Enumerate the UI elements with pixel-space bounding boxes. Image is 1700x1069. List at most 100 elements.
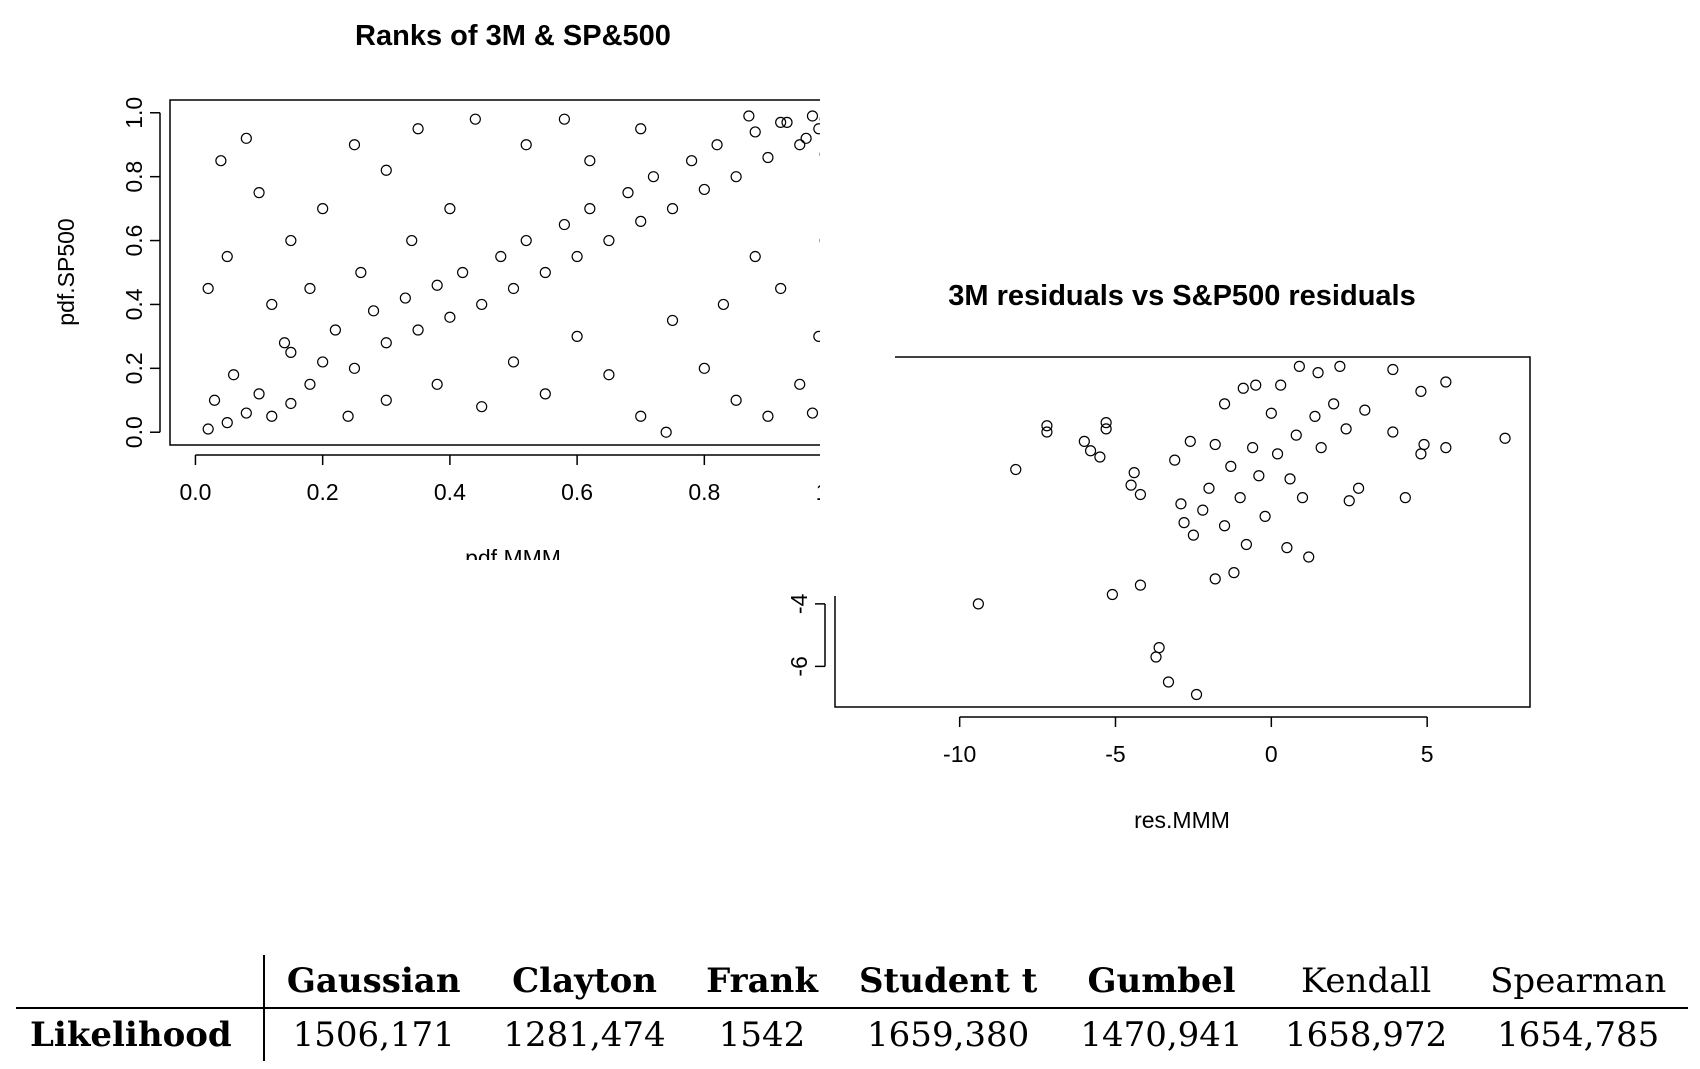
data-point [539,266,551,279]
data-point [603,234,615,247]
data-point [304,378,316,390]
data-point [476,298,488,311]
data-point [1334,360,1346,372]
data-point [520,139,532,151]
data-point [762,410,774,422]
data-point [476,401,488,413]
points-layer [972,360,1511,701]
cell-kendall: 1658,972 [1284,1015,1448,1055]
data-point [1415,385,1427,397]
chart-title: Ranks of 3M & SP&500 [355,20,671,52]
data-point [431,279,443,291]
plot-frame [169,99,820,446]
data-point [584,155,596,167]
data-point [1153,642,1165,654]
data-point [1225,460,1237,472]
data-point [278,337,291,349]
data-point [558,218,570,231]
data-point [1203,482,1215,494]
y-tick-label: -4 [786,593,812,614]
data-point [1240,538,1252,551]
data-point [240,407,252,419]
x-tick-label: 0.6 [561,479,593,505]
data-point [1150,651,1162,663]
data-point [1418,438,1430,451]
data-point [635,123,647,135]
data-point [1084,445,1097,457]
x-tick-label: 0.0 [179,479,211,505]
data-point [1328,398,1340,410]
data-point [800,132,812,144]
data-point [1175,498,1187,510]
residuals-scatter-chart: 3M residuals vs S&P500 residuals -10 -5 0 5… [786,280,1531,833]
y-tick-label: 0.8 [121,161,147,193]
data-point [348,139,361,151]
header-clayton: Clayton [482,955,687,1009]
y-axis-label: pdf.SP500 [53,218,79,325]
header-student-t: Student t [837,955,1060,1009]
data-point [1197,504,1209,516]
y-tick-label: 0.6 [121,225,147,257]
data-point [1100,417,1112,429]
data-point [775,116,787,128]
data-point [794,139,806,151]
data-point [717,298,730,311]
data-point [1041,420,1053,432]
data-point [266,410,278,422]
x-axis: -10 -5 0 5 [943,716,1434,767]
data-point [1010,463,1022,476]
data-point [749,126,761,138]
data-point [412,123,424,135]
data-point [1100,423,1112,435]
data-point [1359,404,1371,416]
data-point [329,324,341,336]
data-point [1169,454,1181,466]
table-header-row: Gaussian Clayton Frank Student t Gumbel … [16,955,1688,1009]
data-point [1209,573,1221,585]
data-point [1128,467,1140,479]
data-point [1271,448,1284,460]
x-tick-label: 0 [1265,741,1278,767]
data-point [584,203,596,215]
data-point [202,423,214,435]
data-point [775,282,787,295]
data-point [1253,470,1265,482]
copula-likelihood-table: Gaussian Clayton Frank Student t Gumbel … [16,955,1688,1061]
data-point [1178,517,1190,529]
data-point [1387,363,1399,376]
data-point [698,362,710,374]
data-point [380,164,392,176]
data-point [571,330,583,342]
data-point [221,417,233,429]
header-gumbel: Gumbel [1059,955,1264,1009]
data-point [228,369,240,381]
data-point [317,203,329,215]
data-point [686,155,698,167]
data-point [603,369,615,381]
data-point [711,139,723,151]
y-tick-label: 0.4 [121,288,147,320]
data-point [1218,398,1231,410]
data-point [1275,379,1287,391]
data-point [1440,376,1452,388]
header-kendall: Kendall [1263,955,1469,1009]
plot-frame [834,356,1531,708]
data-point [622,187,634,199]
data-point [253,388,265,400]
data-point [1247,442,1259,454]
data-point [1209,438,1221,451]
data-point [342,410,354,422]
data-point [1234,492,1246,504]
data-point [507,356,520,368]
x-tick-label: 0.4 [434,479,466,505]
data-point [539,388,551,400]
data-point [1218,520,1231,532]
data-point [781,116,793,128]
data-point [1250,379,1262,391]
data-point [1315,442,1327,454]
data-point [813,330,820,342]
data-point [743,110,755,122]
data-point [1190,688,1203,701]
data-point [406,234,418,247]
data-point [1134,579,1147,591]
